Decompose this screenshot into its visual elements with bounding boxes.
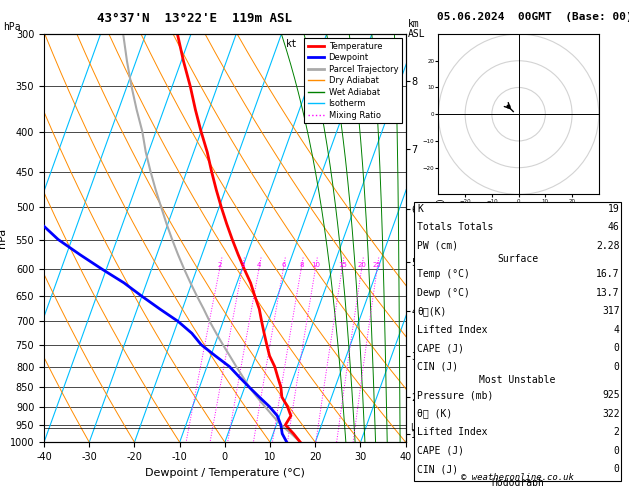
- Text: 8: 8: [299, 262, 304, 268]
- Text: 2.28: 2.28: [596, 241, 620, 251]
- Text: kt: kt: [286, 39, 298, 49]
- Text: 322: 322: [602, 409, 620, 418]
- Text: 317: 317: [602, 306, 620, 316]
- X-axis label: Dewpoint / Temperature (°C): Dewpoint / Temperature (°C): [145, 468, 305, 478]
- Y-axis label: km
ASL: km ASL: [433, 217, 452, 238]
- Text: hPa: hPa: [3, 22, 21, 32]
- Text: CAPE (J): CAPE (J): [417, 343, 464, 353]
- Text: 0: 0: [614, 446, 620, 455]
- Text: 10: 10: [311, 262, 320, 268]
- Text: CAPE (J): CAPE (J): [417, 446, 464, 455]
- Text: 3: 3: [240, 262, 245, 268]
- Text: 43°37'N  13°22'E  119m ASL: 43°37'N 13°22'E 119m ASL: [97, 12, 292, 25]
- Text: 20: 20: [357, 262, 366, 268]
- Text: Pressure (mb): Pressure (mb): [417, 390, 493, 400]
- Text: km
ASL: km ASL: [408, 19, 425, 39]
- Text: θᴇ(K): θᴇ(K): [417, 306, 447, 316]
- Text: θᴇ (K): θᴇ (K): [417, 409, 452, 418]
- Text: Totals Totals: Totals Totals: [417, 222, 493, 232]
- Text: 4: 4: [257, 262, 261, 268]
- Text: Lifted Index: Lifted Index: [417, 325, 487, 334]
- Text: 16.7: 16.7: [596, 269, 620, 279]
- Text: LCL: LCL: [410, 423, 425, 432]
- Text: 0: 0: [614, 362, 620, 371]
- Legend: Temperature, Dewpoint, Parcel Trajectory, Dry Adiabat, Wet Adiabat, Isotherm, Mi: Temperature, Dewpoint, Parcel Trajectory…: [304, 38, 401, 123]
- Text: Temp (°C): Temp (°C): [417, 269, 470, 279]
- Text: 46: 46: [608, 222, 620, 232]
- Text: 4: 4: [614, 325, 620, 334]
- Text: Mixing Ratio (g/kg): Mixing Ratio (g/kg): [437, 198, 447, 278]
- Text: 05.06.2024  00GMT  (Base: 00): 05.06.2024 00GMT (Base: 00): [437, 12, 629, 22]
- Text: Hodograph: Hodograph: [491, 478, 544, 486]
- Text: Dewp (°C): Dewp (°C): [417, 288, 470, 297]
- Text: PW (cm): PW (cm): [417, 241, 458, 251]
- Text: 13.7: 13.7: [596, 288, 620, 297]
- Text: Lifted Index: Lifted Index: [417, 427, 487, 437]
- Text: K: K: [417, 204, 423, 214]
- Text: 2: 2: [218, 262, 222, 268]
- Text: 925: 925: [602, 390, 620, 400]
- Text: CIN (J): CIN (J): [417, 464, 458, 474]
- Y-axis label: hPa: hPa: [0, 228, 7, 248]
- Text: 0: 0: [614, 464, 620, 474]
- Text: Surface: Surface: [497, 255, 538, 264]
- Text: CIN (J): CIN (J): [417, 362, 458, 371]
- Text: 0: 0: [614, 343, 620, 353]
- Text: © weatheronline.co.uk: © weatheronline.co.uk: [461, 473, 574, 482]
- Text: 2: 2: [614, 427, 620, 437]
- Text: 15: 15: [338, 262, 347, 268]
- Text: 19: 19: [608, 204, 620, 214]
- Text: 6: 6: [281, 262, 286, 268]
- Text: 25: 25: [373, 262, 382, 268]
- Text: Most Unstable: Most Unstable: [479, 375, 556, 385]
